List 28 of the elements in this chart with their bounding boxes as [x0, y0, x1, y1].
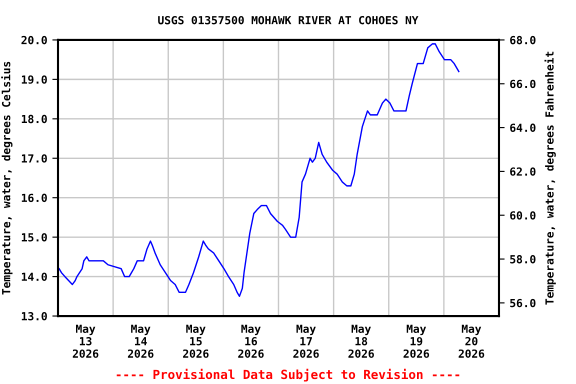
line-series [58, 43, 460, 298]
y2-tick-label: 60.0 [510, 211, 536, 220]
x-tick-label: May 19 2026 [404, 324, 430, 358]
x-tick-label: May 20 2026 [458, 324, 484, 358]
y-tick-label: 15.0 [22, 233, 47, 242]
y-tick-label: 17.0 [22, 154, 47, 163]
y2-tick-label: 64.0 [510, 124, 536, 132]
y-tick-label: 20.0 [21, 36, 47, 44]
y-axis-title: Temperature, water, degrees Celsius [1, 62, 12, 295]
y2-axis-title: Temperature, water, degrees Fahrenheit [544, 52, 556, 305]
x-tick-label: May 16 2026 [238, 324, 264, 358]
x-tick-label: May 17 2026 [293, 324, 319, 358]
y2-tick-label: 58.0 [510, 255, 536, 264]
y2-tick-label: 62.0 [510, 167, 536, 176]
y-tick-label: 18.0 [22, 114, 47, 124]
y-tick-label: 13.0 [22, 312, 47, 320]
x-tick-label: May 13 2026 [72, 324, 98, 358]
y-tick-label: 14.0 [22, 272, 47, 281]
y2-tick-label: 56.0 [510, 298, 536, 308]
y2-tick-label: 66.0 [510, 80, 536, 88]
chart-title: USGS 01357500 MOHAWK RIVER AT COHOES NY [158, 16, 418, 24]
y-tick-label: 19.0 [22, 75, 47, 84]
text: ---- Provisional Data Subject to Revision ---- [116, 368, 460, 382]
y2-tick-label: 68.0 [510, 36, 536, 44]
y-tick-label: 16.0 [22, 194, 47, 202]
x-tick-label: May 18 2026 [348, 324, 374, 358]
x-tick-label: May 15 2026 [183, 324, 209, 358]
x-tick-label: May 14 2026 [128, 324, 154, 358]
